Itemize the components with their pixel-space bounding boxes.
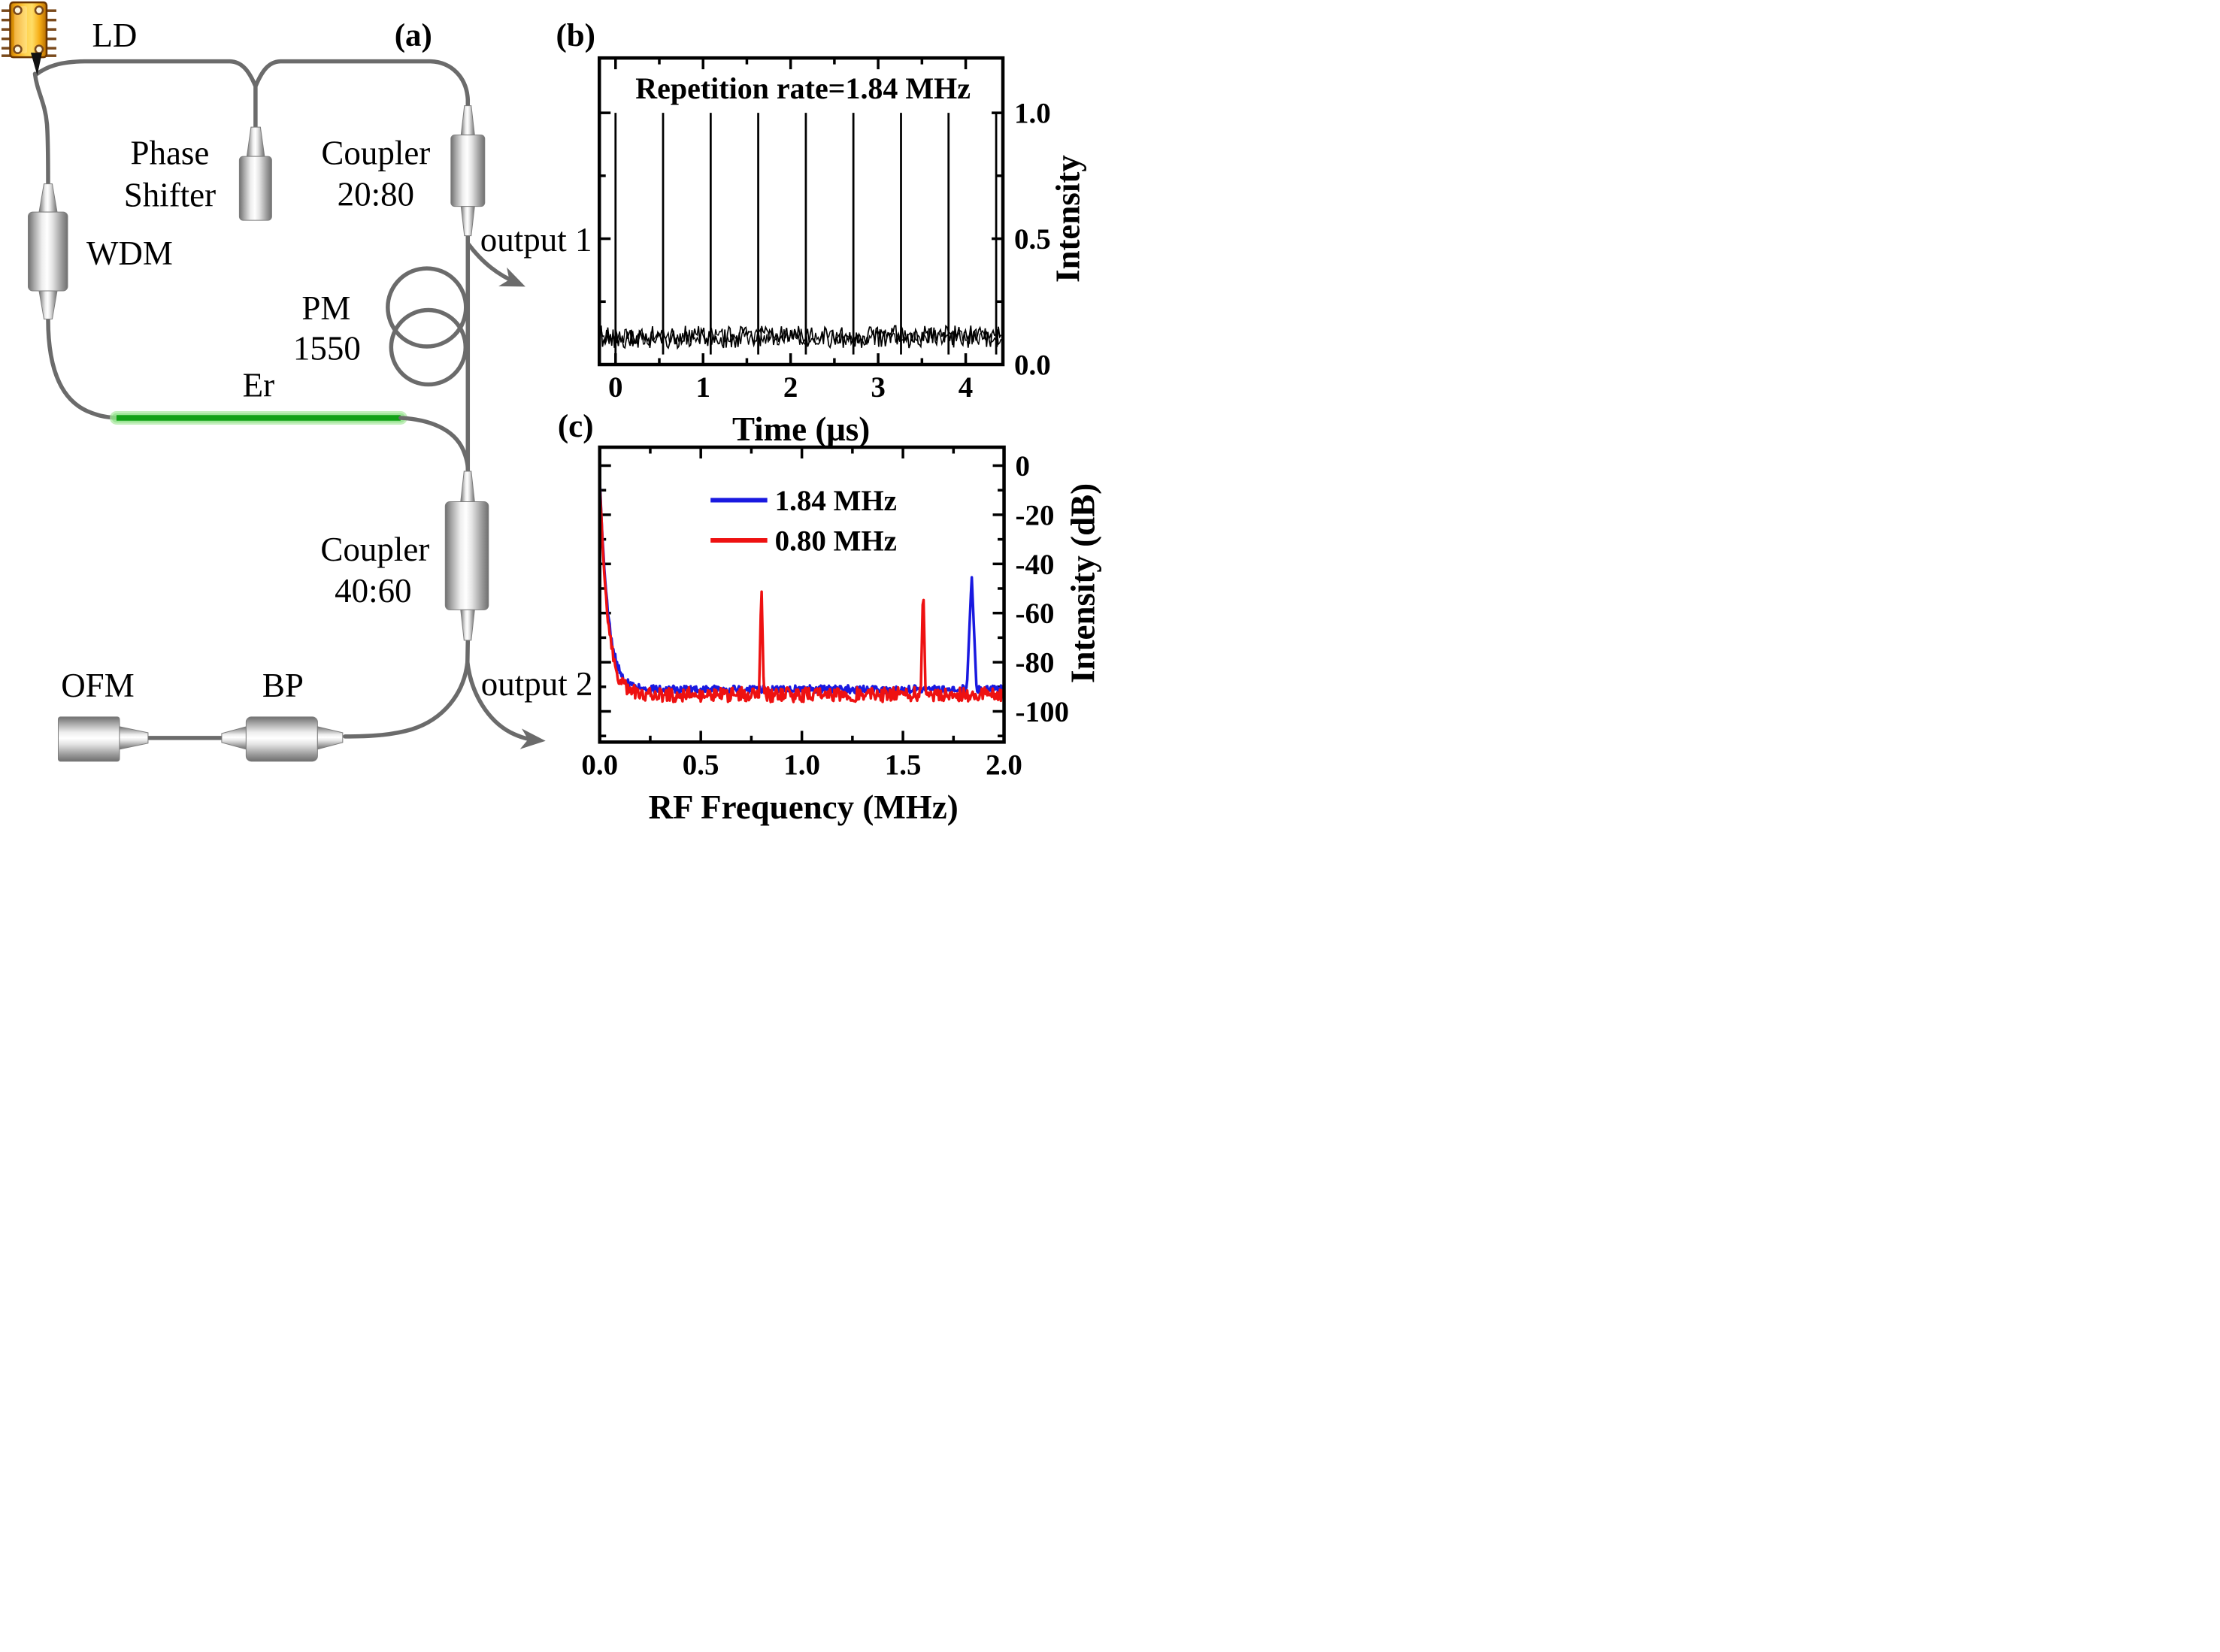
x-tick-label: 0	[608, 371, 622, 404]
y-tick-label: -20	[1016, 499, 1055, 531]
chart-b-ylabel: Intensity	[1049, 155, 1087, 283]
phase-shifter-connector	[246, 126, 265, 157]
pm1550-label-line2: 1550	[293, 330, 361, 368]
x-tick-label: 2.0	[986, 749, 1022, 781]
panel-b-label: (b)	[556, 18, 595, 53]
er-label: Er	[243, 367, 274, 404]
bp-label: BP	[262, 667, 304, 704]
wdm-component	[27, 183, 68, 320]
x-tick-label: 4	[959, 371, 973, 404]
y-tick-label: 1.0	[1014, 98, 1051, 130]
wdm-connector-bottom	[38, 290, 58, 320]
wdm-body	[27, 211, 68, 292]
bp-body	[245, 716, 318, 762]
y-tick-label: 0	[1016, 450, 1030, 483]
phase-shifter-component	[238, 126, 272, 221]
coupler-4060-connector-top	[460, 470, 475, 502]
coupler-4060-component	[444, 470, 489, 641]
coupler-2080-label-line1: Coupler	[321, 135, 430, 172]
ld-body-highlight	[14, 6, 27, 54]
x-tick-label: 0.0	[581, 749, 618, 781]
fiber-ld-to-phase-junction	[34, 59, 258, 88]
fiber-phase-junction-to-coupler2080	[253, 59, 471, 107]
chart-c-frame	[598, 445, 1006, 744]
ld-screw-hole	[13, 44, 23, 54]
bp-connector-left	[221, 726, 247, 750]
figure-canvas: LD (a) Phase Shifter Coupler 20:80 WDM o…	[1, 1, 1102, 826]
wdm-connector-top	[38, 183, 58, 213]
chart-b-frame	[597, 56, 1005, 367]
output2-label: output 2	[481, 665, 593, 703]
fiber-er-to-coupler4060	[398, 416, 471, 471]
y-tick-label: 0.0	[1014, 349, 1051, 382]
panel-a-label: (a)	[395, 18, 432, 53]
x-tick-label: 2	[783, 371, 798, 404]
fiber-coupler4060-to-bp	[343, 660, 470, 739]
x-tick-label: 1	[695, 371, 710, 404]
ld-screw-hole	[34, 44, 44, 54]
pm1550-label-line1: PM	[301, 289, 350, 327]
rf-spectrum-chart: 0.0 0.5 1.0 1.5 2.0 0 -20 -40 -60 -80 -100 1.84 MHz…	[581, 445, 1102, 826]
diagram-panel-a: LD (a) Phase Shifter Coupler 20:80 WDM o…	[1, 1, 593, 762]
ofm-connector	[119, 726, 149, 750]
x-tick-label: 1.0	[783, 749, 820, 781]
x-tick-label: 3	[871, 371, 885, 404]
chart-b-title: Repetition rate=1.84 MHz	[635, 71, 971, 105]
noise-trace	[601, 327, 1002, 347]
ld-body	[9, 1, 48, 59]
fiber-ld-to-wdm	[32, 71, 50, 186]
ld-screw-hole	[34, 5, 44, 15]
coupler-2080-component	[450, 105, 486, 237]
legend-label: 0.80 MHz	[775, 525, 897, 557]
figure-page: LD (a) Phase Shifter Coupler 20:80 WDM o…	[0, 0, 1110, 826]
legend-label: 1.84 MHz	[775, 485, 897, 517]
ld-screw-hole	[13, 5, 23, 15]
chart-c-xlabel: RF Frequency (MHz)	[649, 788, 959, 826]
output1-label: output 1	[480, 221, 592, 259]
ofm-body	[57, 716, 120, 762]
y-tick-label: -40	[1016, 549, 1055, 581]
phase-shifter-body	[238, 156, 272, 221]
pm1550-coil-loop-2	[389, 307, 468, 387]
ofm-label: OFM	[61, 667, 134, 704]
y-tick-label: 0.5	[1014, 223, 1051, 256]
bp-component	[221, 716, 344, 762]
bp-connector-right	[316, 726, 344, 750]
output1-arrow	[466, 242, 525, 287]
coupler-4060-label-line1: Coupler	[320, 531, 429, 568]
y-tick-label: -80	[1016, 647, 1055, 679]
y-tick-label: -60	[1016, 598, 1055, 630]
phase-shifter-label-line2: Shifter	[124, 177, 216, 214]
rf-trace-0.80-MHz	[598, 478, 1005, 703]
coupler-2080-body	[450, 135, 486, 207]
fiber-wdm-to-er	[46, 317, 119, 420]
chart-b-xlabel: Time (μs)	[732, 410, 870, 448]
panel-c-label: (c)	[558, 409, 594, 444]
coupler-2080-connector-top	[460, 105, 475, 136]
coupler-2080-connector-bottom	[460, 206, 475, 237]
x-tick-label: 1.5	[885, 749, 922, 781]
laser-diode	[1, 1, 56, 76]
pm1550-coil-loop-1	[386, 266, 468, 349]
coupler-2080-label-line2: 20:80	[338, 176, 414, 213]
phase-shifter-label-line1: Phase	[130, 135, 209, 172]
coupler-4060-connector-bottom	[460, 609, 475, 641]
pulse-train-chart: 0 1 2 3 4 0.0 0.5 1.0 Repetition rate=1.84 MHz Ti…	[597, 56, 1087, 448]
x-tick-label: 0.5	[683, 749, 719, 781]
y-tick-label: -100	[1016, 696, 1069, 728]
ld-fiber-boot	[30, 53, 42, 76]
ld-label: LD	[92, 17, 137, 54]
chart-c-ylabel: Intensity (dB)	[1065, 483, 1102, 683]
rf-trace-1.84-MHz	[598, 477, 1005, 695]
wdm-label: WDM	[86, 234, 173, 272]
ofm-component	[57, 716, 149, 762]
coupler-4060-body	[444, 501, 489, 610]
coupler-4060-label-line2: 40:60	[335, 572, 411, 610]
output2-arrow	[465, 660, 546, 749]
